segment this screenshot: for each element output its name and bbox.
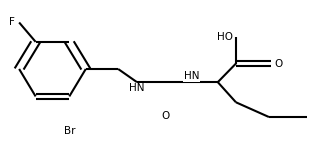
- Text: HN: HN: [129, 83, 145, 93]
- Text: HN: HN: [184, 71, 199, 81]
- Text: Br: Br: [64, 126, 75, 136]
- Text: HO: HO: [217, 32, 233, 42]
- Text: O: O: [161, 111, 169, 121]
- Text: F: F: [9, 18, 15, 27]
- Text: O: O: [274, 59, 282, 69]
